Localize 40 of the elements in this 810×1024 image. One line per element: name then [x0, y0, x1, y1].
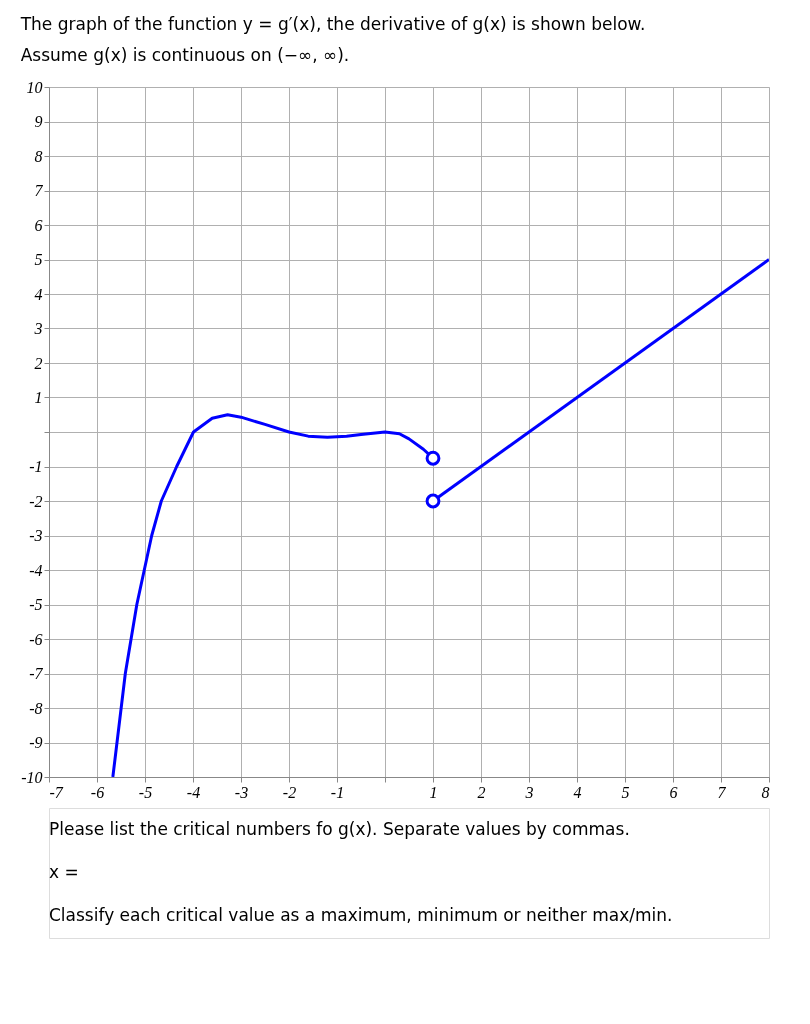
- x-tick-label: 7: [717, 783, 727, 801]
- x-tick-label: -2: [282, 783, 297, 801]
- y-tick-label: 4: [34, 285, 43, 303]
- y-tick-label: -4: [29, 561, 43, 579]
- y-tick-label: -8: [29, 699, 43, 717]
- y-tick-label: -10: [21, 768, 43, 786]
- y-tick-label: -1: [29, 458, 43, 475]
- y-tick-label: 2: [34, 354, 43, 372]
- y-tick-label: 9: [34, 113, 43, 130]
- y-tick-label: -9: [29, 734, 43, 751]
- x-tick-label: -4: [186, 783, 201, 801]
- y-tick-label: 6: [34, 216, 43, 234]
- chart-subtitle: Assume g(x) is continuous on (−∞, ∞).: [20, 45, 350, 65]
- y-tick-label: -5: [29, 596, 43, 613]
- y-tick-label: -6: [29, 630, 43, 648]
- y-tick-label: 10: [26, 78, 43, 96]
- x-tick-label: 3: [524, 783, 534, 801]
- x-tick-label: 5: [621, 783, 630, 801]
- x-tick-label: 2: [477, 783, 486, 801]
- x-tick-label: -6: [90, 783, 105, 801]
- x-tick-label: -7: [49, 783, 64, 801]
- text: Please list the critical numbers fo g(x). Separate values by commas.: [49, 818, 630, 839]
- y-tick-label: 8: [34, 147, 43, 165]
- y-tick-label: 7: [34, 182, 44, 199]
- x-tick-label: -5: [138, 783, 153, 801]
- x-tick-label: 8: [761, 783, 770, 801]
- x-tick-label: -3: [234, 783, 249, 801]
- chart-title: The graph of the function y = g′(x), the derivative of g(x) is shown below.: [19, 14, 646, 34]
- x-tick-label: 4: [573, 783, 582, 801]
- y-tick-label: -3: [29, 527, 43, 544]
- x-tick-label: -1: [330, 783, 345, 801]
- y-tick-label: 1: [34, 389, 43, 406]
- text: Classify each critical value as a maximum, minimum or neither max/min.: [49, 905, 673, 926]
- x-tick-label: 6: [669, 783, 678, 801]
- text: x =: [49, 862, 79, 882]
- y-tick-label: 5: [34, 251, 43, 268]
- y-tick-label: -7: [29, 665, 44, 682]
- x-tick-label: 1: [429, 783, 438, 801]
- y-tick-label: -2: [29, 492, 43, 510]
- y-tick-label: 3: [33, 320, 43, 337]
